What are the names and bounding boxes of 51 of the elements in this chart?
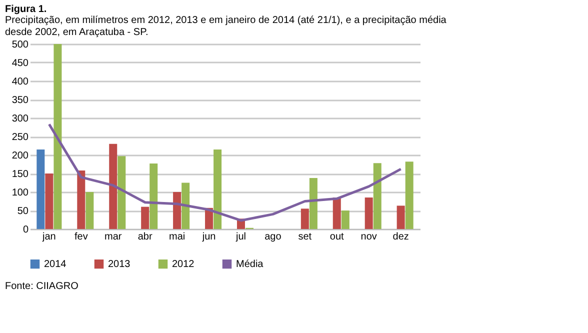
bar bbox=[45, 174, 54, 229]
y-tick-label: 250 bbox=[12, 132, 29, 143]
bar bbox=[173, 192, 182, 229]
bar bbox=[300, 208, 309, 229]
legend-label: 2014 bbox=[44, 259, 67, 270]
bar bbox=[118, 156, 126, 229]
bar bbox=[341, 210, 350, 229]
chart-subtitle: Precipitação, em milímetros em 2012, 2013 e em janeiro de 2014 (até 21/1), e a precipitação média desde 2002, em Araçatuba - SP. bbox=[5, 15, 447, 38]
y-tick-label: 400 bbox=[12, 76, 29, 88]
x-tick-label: mai bbox=[168, 232, 186, 242]
x-tick-label: jun bbox=[201, 232, 216, 242]
legend-label: 2012 bbox=[172, 259, 195, 270]
bar bbox=[150, 164, 158, 229]
y-tick-label: 350 bbox=[12, 95, 29, 106]
y-tick-label: 0 bbox=[22, 224, 29, 236]
y-tick-label: 450 bbox=[12, 58, 29, 69]
x-tick-label: nov bbox=[360, 232, 377, 242]
bar bbox=[214, 149, 222, 229]
legend-label: 2013 bbox=[108, 259, 131, 270]
bar bbox=[309, 178, 318, 229]
x-tick-label: dez bbox=[392, 232, 409, 242]
bar bbox=[405, 162, 414, 229]
line-series bbox=[48, 123, 402, 222]
y-tick-label: 100 bbox=[12, 188, 29, 198]
x-tick-label: fev bbox=[74, 232, 88, 242]
y-tick-label: 300 bbox=[12, 114, 29, 124]
bar bbox=[396, 206, 405, 229]
x-tick-label: jul bbox=[234, 232, 246, 242]
x-tick-label: ago bbox=[264, 232, 282, 242]
x-tick-label: abr bbox=[138, 232, 153, 242]
bar bbox=[141, 206, 150, 229]
bar bbox=[332, 198, 341, 229]
bar bbox=[373, 163, 382, 229]
bar bbox=[36, 149, 45, 229]
source-note: Fonte: CIIAGRO bbox=[5, 281, 79, 292]
y-tick-label: 150 bbox=[12, 169, 29, 180]
bar bbox=[77, 170, 86, 229]
y-tick-label: 50 bbox=[17, 206, 29, 217]
x-tick-label: jan bbox=[42, 232, 56, 242]
bar bbox=[54, 44, 62, 229]
bar bbox=[364, 198, 373, 229]
y-tick-label: 200 bbox=[12, 150, 29, 162]
x-tick-label: mar bbox=[104, 232, 122, 242]
bar bbox=[182, 182, 190, 229]
chart-title: Figura 1. bbox=[5, 4, 47, 15]
bar bbox=[86, 192, 94, 229]
legend-label: Média bbox=[236, 259, 264, 270]
y-tick-label: 500 bbox=[12, 40, 29, 50]
x-tick-label: out bbox=[330, 232, 344, 242]
bar bbox=[109, 144, 118, 229]
x-tick-label: set bbox=[298, 232, 312, 242]
